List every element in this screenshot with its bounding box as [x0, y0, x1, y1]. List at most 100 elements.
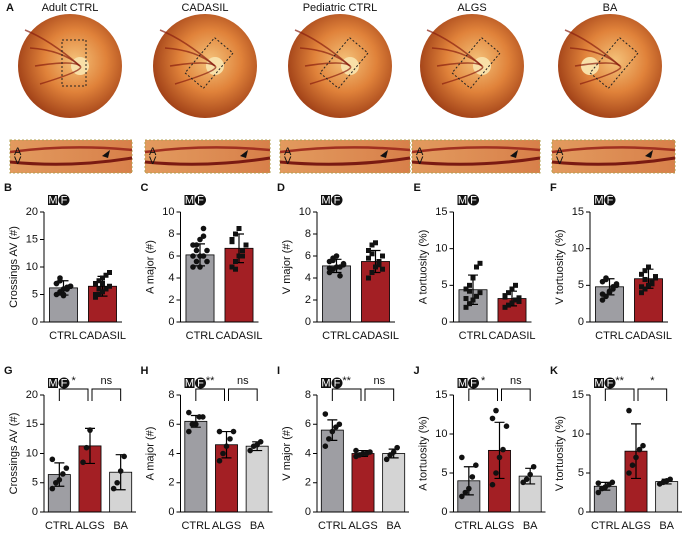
inset-label: V — [284, 155, 292, 167]
data-point — [394, 444, 400, 451]
data-point — [63, 465, 70, 471]
data-point — [107, 270, 112, 275]
data-point — [629, 462, 636, 469]
data-point — [227, 436, 233, 442]
data-point — [243, 242, 249, 248]
sex-icon-label: M — [321, 194, 330, 206]
significance-bracket — [331, 388, 362, 401]
data-point — [642, 276, 648, 282]
data-point — [193, 258, 200, 265]
data-point — [64, 284, 70, 291]
vessel — [309, 65, 352, 85]
inset-vessel — [411, 156, 541, 166]
y-tick-label: 0 — [578, 316, 584, 328]
panel-label: F — [550, 182, 557, 194]
data-point — [110, 485, 117, 492]
significance-label: ns — [374, 375, 386, 387]
panel-label: G — [4, 365, 13, 377]
sex-icon-label: F — [334, 377, 341, 389]
inset-photo — [551, 139, 676, 174]
sex-icon-label: M — [321, 377, 330, 389]
y-tick-label: 15 — [435, 206, 447, 218]
data-point — [373, 240, 378, 246]
data-point — [197, 236, 203, 243]
data-point — [83, 444, 90, 451]
sex-icon-label: F — [607, 377, 614, 389]
vessel — [569, 47, 621, 67]
y-tick-label: 5 — [441, 279, 447, 291]
sex-icon-m — [321, 195, 331, 205]
data-point — [369, 270, 375, 275]
arrowhead — [380, 150, 388, 158]
sex-icon-label: M — [185, 194, 194, 206]
sex-icon-f — [604, 194, 616, 206]
y-tick-label: 10 — [26, 447, 38, 459]
vessel — [169, 62, 216, 67]
panel-label: A — [6, 2, 14, 14]
data-point — [340, 260, 347, 267]
x-tick-label: CADASIL — [79, 330, 126, 342]
inset-vessel — [411, 146, 541, 154]
y-tick-label: 20 — [26, 389, 38, 401]
data-point — [322, 443, 329, 449]
inset-label: V — [149, 155, 157, 167]
y-tick-label: 5 — [578, 467, 584, 479]
x-tick-label: CTRL — [322, 330, 351, 342]
data-point — [257, 439, 264, 445]
sex-icon-label: F — [470, 377, 477, 389]
sex-icon-label: F — [470, 194, 477, 206]
data-point — [639, 290, 644, 296]
data-point — [369, 242, 375, 248]
sex-icon-f — [468, 377, 479, 389]
data-point — [107, 283, 112, 289]
y-tick-label: 4 — [305, 272, 311, 284]
x-tick-label: BA — [386, 520, 401, 532]
data-point — [530, 463, 537, 470]
significance-bracket — [364, 388, 395, 401]
x-tick-label: CADASIL — [215, 330, 262, 342]
data-point — [329, 428, 336, 435]
y-tick-label: 2 — [168, 477, 174, 489]
data-point — [49, 485, 56, 492]
y-tick-label: 10 — [162, 206, 174, 218]
x-tick-label: BA — [523, 520, 538, 532]
data-point — [93, 292, 98, 297]
y-tick-label: 15 — [572, 206, 584, 218]
data-point — [470, 275, 476, 281]
significance-bracket — [58, 388, 89, 401]
data-point — [193, 242, 200, 248]
data-point — [509, 300, 515, 306]
data-point — [200, 253, 207, 259]
data-point — [466, 485, 472, 492]
data-point — [383, 456, 390, 463]
y-tick-label: 6 — [168, 418, 174, 430]
data-point — [516, 295, 522, 301]
sex-icon-f — [195, 194, 206, 206]
data-point — [493, 470, 499, 476]
data-point — [114, 479, 120, 486]
sex-icon-m — [457, 378, 468, 388]
inset-vessel — [551, 146, 676, 154]
significance-label: * — [72, 375, 77, 387]
y-tick-label: 0 — [441, 506, 447, 518]
vessel — [441, 65, 484, 85]
y-tick-label: 10 — [572, 428, 584, 440]
sex-icon-label: M — [185, 377, 194, 389]
inset-label: V — [14, 155, 22, 167]
vessel — [436, 62, 483, 67]
inset-photo — [279, 139, 411, 174]
data-point — [337, 273, 343, 279]
data-point — [216, 428, 223, 435]
y-tick-label: 15 — [26, 418, 38, 430]
significance-bracket — [501, 388, 531, 401]
panel-label: E — [414, 182, 421, 194]
data-point — [477, 260, 483, 266]
y-axis-label: Crossings AV (#) — [8, 226, 20, 308]
data-point — [646, 282, 651, 288]
vessel — [34, 62, 81, 67]
data-point — [53, 280, 60, 287]
error-bar — [631, 423, 641, 480]
data-point — [200, 225, 207, 232]
data-point — [473, 462, 479, 469]
